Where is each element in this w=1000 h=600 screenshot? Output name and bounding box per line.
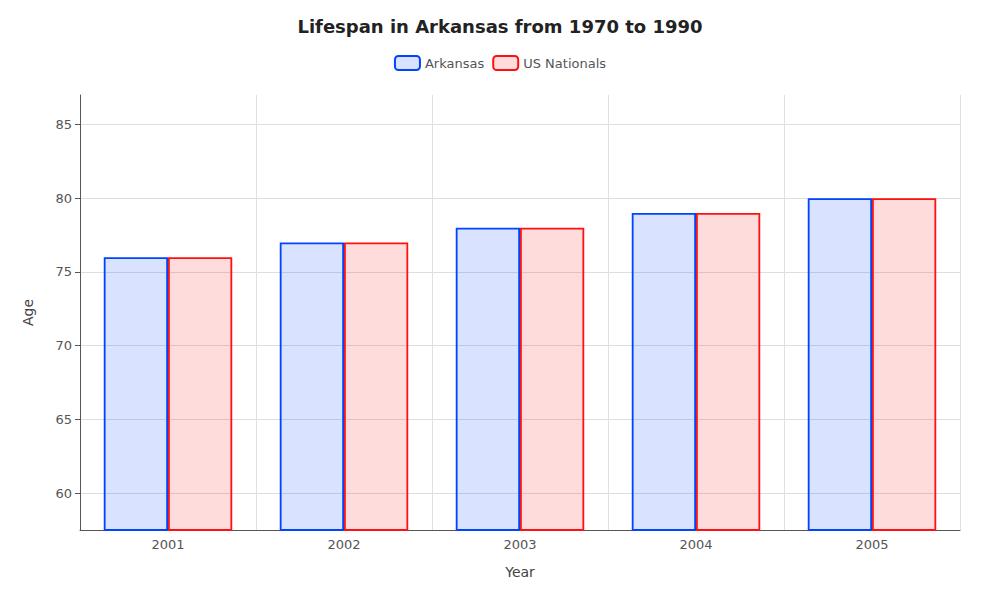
svg-text:Year: Year: [504, 564, 535, 580]
svg-text:60: 60: [55, 486, 72, 501]
svg-text:2005: 2005: [855, 537, 888, 552]
svg-text:Lifespan in Arkansas from 1970: Lifespan in Arkansas from 1970 to 1990: [297, 16, 702, 37]
svg-text:Arkansas: Arkansas: [425, 56, 484, 71]
svg-text:75: 75: [55, 264, 72, 279]
svg-text:85: 85: [55, 117, 72, 132]
svg-text:2004: 2004: [679, 537, 712, 552]
svg-text:70: 70: [55, 338, 72, 353]
svg-text:80: 80: [55, 191, 72, 206]
svg-text:65: 65: [55, 412, 72, 427]
svg-text:Age: Age: [20, 299, 36, 326]
svg-text:2002: 2002: [327, 537, 360, 552]
svg-text:2001: 2001: [151, 537, 184, 552]
svg-text:2003: 2003: [503, 537, 536, 552]
svg-text:US Nationals: US Nationals: [523, 56, 606, 71]
